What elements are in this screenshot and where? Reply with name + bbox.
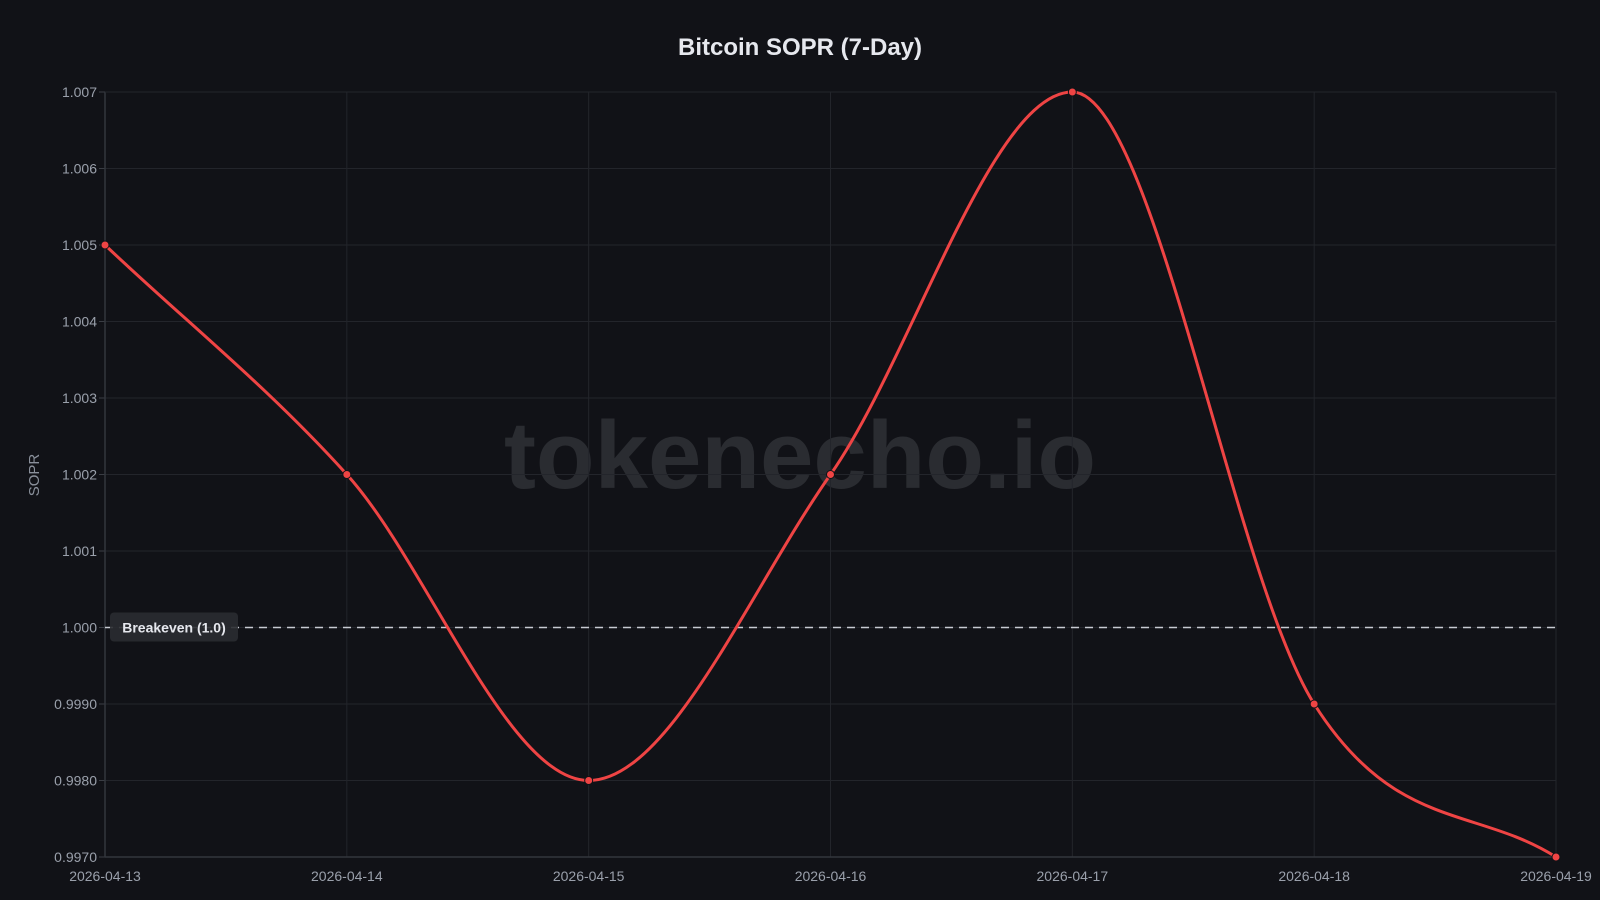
breakeven-label: Breakeven (1.0)	[122, 620, 226, 636]
y-tick-label: 1.006	[62, 161, 97, 177]
sopr-data-point	[342, 470, 352, 479]
y-axis-label: SOPR	[26, 454, 43, 497]
watermark: tokenecho.io	[504, 402, 1096, 509]
sopr-data-point	[826, 470, 835, 479]
sopr-data-point	[584, 776, 594, 785]
x-tick-label: 2026-04-16	[795, 868, 867, 884]
x-tick-label: 2026-04-15	[553, 868, 625, 884]
sopr-data-point	[1067, 87, 1077, 97]
sopr-data-point	[1551, 852, 1561, 862]
sopr-data-point	[100, 240, 110, 250]
y-tick-label: 1.000	[62, 620, 97, 636]
x-tick-label: 2026-04-17	[1037, 868, 1109, 884]
y-tick-label: 1.004	[62, 314, 97, 330]
y-tick-label: 1.007	[62, 84, 97, 100]
sopr-data-point	[1309, 699, 1319, 709]
y-tick-label: 0.9980	[54, 773, 97, 789]
breakeven-label-box	[110, 612, 238, 642]
y-tick-label: 1.001	[62, 543, 97, 559]
x-tick-label: 2026-04-19	[1520, 868, 1592, 884]
x-tick-label: 2026-04-13	[69, 868, 141, 884]
x-tick-label: 2026-04-14	[311, 868, 383, 884]
x-tick-label: 2026-04-18	[1278, 868, 1350, 884]
chart-title: Bitcoin SOPR (7-Day)	[677, 34, 923, 61]
y-tick-label: 1.002	[62, 467, 97, 483]
sopr-series-line	[103, 90, 1557, 859]
y-tick-label: 1.003	[62, 390, 97, 406]
y-tick-label: 0.9990	[54, 696, 97, 712]
y-tick-label: 0.9970	[54, 849, 97, 865]
y-tick-label: 1.005	[62, 237, 97, 253]
